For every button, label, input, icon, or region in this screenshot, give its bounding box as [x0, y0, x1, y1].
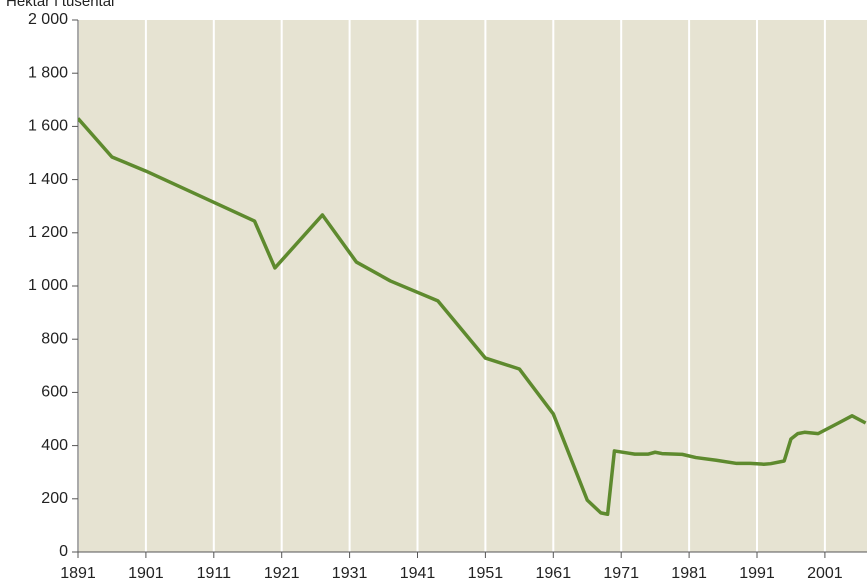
- x-tick-label: 1931: [332, 565, 368, 582]
- line: [78, 117, 867, 516]
- y-tick-label: 1 600: [28, 118, 68, 135]
- y-tick-label: 0: [59, 543, 68, 560]
- chart-title: Hektar i tusental: [6, 0, 114, 10]
- x-tick-label: 1951: [468, 565, 504, 582]
- y-tick-label: 200: [41, 490, 68, 507]
- x-tick-label: 1921: [264, 565, 300, 582]
- x-tick-label: 1891: [60, 565, 96, 582]
- x-tick-label: 1991: [739, 565, 775, 582]
- x-tick-label: 1911: [197, 565, 232, 582]
- y-tick-label: 1 400: [28, 171, 68, 188]
- x-tick-label: 1901: [128, 565, 164, 582]
- y-tick-label: 1 200: [28, 224, 68, 241]
- y-tick-label: 1 800: [28, 64, 68, 81]
- y-tick-label: 400: [41, 437, 68, 454]
- x-tick-label: 1941: [400, 565, 436, 582]
- x-tick-label: 1981: [671, 565, 707, 582]
- y-tick-label: 2 000: [28, 11, 68, 28]
- x-tick-label: 2001: [807, 565, 843, 582]
- plot-background: [78, 20, 867, 552]
- y-tick-label: 1 000: [28, 277, 68, 294]
- y-tick-label: 600: [41, 384, 68, 401]
- y-tick-label: 800: [41, 330, 68, 347]
- x-tick-label: 1971: [603, 565, 639, 582]
- x-tick-label: 1961: [536, 565, 572, 582]
